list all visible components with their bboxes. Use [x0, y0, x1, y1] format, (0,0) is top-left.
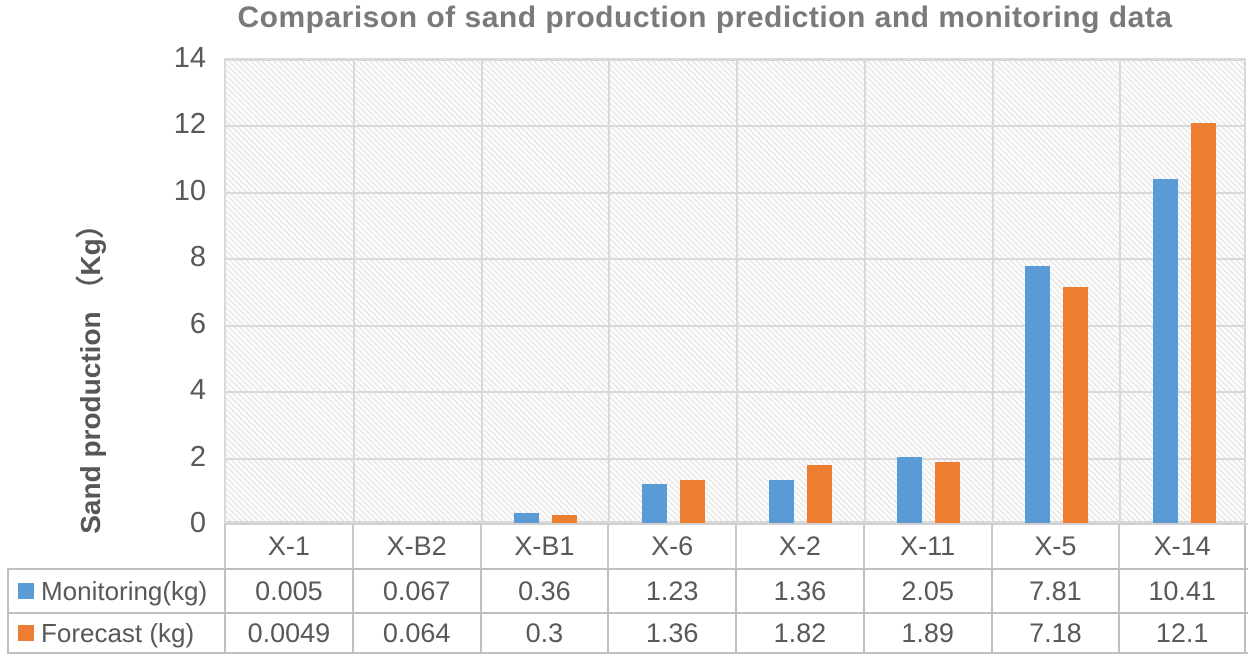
forecast-bar: [1062, 286, 1088, 525]
value-cell: 0.067: [351, 570, 480, 612]
category-row: X-1 X-B2 X-B1 X-6 X-2 X-11 X-5 X-14: [224, 523, 1248, 568]
value-cell: 0.3: [479, 614, 608, 652]
value-cell: 12.1: [1118, 614, 1246, 652]
forecast-legend-swatch-icon: [18, 625, 34, 641]
y-axis-tick-label: 2: [189, 440, 206, 473]
gridline-horizontal: [226, 457, 1244, 460]
gridline-horizontal: [226, 258, 1244, 261]
value-cell: 1.82: [735, 614, 863, 652]
category-cell: X-B2: [351, 525, 480, 568]
y-axis-tick-label: 6: [189, 307, 206, 340]
y-axis-tick-label: 14: [173, 42, 206, 74]
monitoring-bar: [513, 513, 539, 525]
value-cell: 1.89: [862, 614, 991, 652]
value-cell: 2.05: [862, 570, 991, 612]
gridline-vertical: [352, 60, 355, 521]
gridline-vertical: [736, 60, 738, 521]
category-cell: X-5: [990, 525, 1119, 568]
gridline-vertical: [1119, 60, 1122, 521]
chart-title: Comparison of sand production prediction…: [237, 1, 1173, 34]
value-cell: 1.36: [735, 570, 863, 612]
gridline-vertical: [863, 60, 866, 521]
y-axis-tick-label: 12: [173, 108, 206, 141]
y-axis-tick-label: 10: [173, 174, 206, 207]
monitoring-bar: [897, 456, 923, 525]
series-name: Forecast (kg): [41, 617, 195, 648]
category-cell: X-11: [862, 525, 991, 568]
value-cell: 1.23: [607, 570, 735, 612]
gridline-horizontal: [226, 191, 1244, 194]
forecast-legend-cell: Forecast (kg): [7, 614, 224, 652]
value-cell: 1.36: [607, 614, 735, 652]
gridline-horizontal: [226, 59, 1244, 61]
gridline-vertical: [991, 60, 994, 521]
y-axis-tick-label: 4: [189, 374, 206, 407]
monitoring-legend-swatch-icon: [18, 583, 34, 599]
value-cell: 0.36: [479, 570, 608, 612]
category-cell: X-2: [735, 525, 863, 568]
y-axis-tick-label: 0: [189, 507, 206, 539]
forecast-row: Forecast (kg) 0.0049 0.064 0.3 1.36 1.82 1.89 7…: [7, 612, 1248, 654]
forecast-bar: [1190, 123, 1216, 525]
forecast-bar: [551, 515, 577, 525]
gridline-horizontal: [226, 125, 1244, 128]
gridline-vertical: [608, 60, 611, 521]
value-cell: 0.0049: [224, 614, 352, 652]
gridline-horizontal: [226, 391, 1244, 394]
forecast-bar: [679, 479, 705, 525]
forecast-bar: [935, 462, 961, 525]
category-cell: X-1: [224, 525, 352, 568]
plot-area: [224, 58, 1246, 526]
monitoring-bar: [1024, 265, 1050, 525]
category-cell: X-6: [607, 525, 735, 568]
gridline-horizontal: [226, 324, 1244, 327]
monitoring-legend-cell: Monitoring(kg): [7, 570, 224, 612]
value-cell: 0.064: [351, 614, 480, 652]
y-axis-title: Sand production （Kg）: [75, 210, 106, 534]
series-name: Monitoring(kg): [41, 575, 208, 606]
y-axis-tick-label: 8: [189, 241, 206, 274]
monitoring-bar: [641, 484, 667, 525]
monitoring-row: Monitoring(kg) 0.005 0.067 0.36 1.23 1.36 2.05…: [7, 568, 1248, 612]
gridline-vertical: [480, 60, 483, 521]
monitoring-bar: [1152, 179, 1178, 525]
value-cell: 0.005: [224, 570, 352, 612]
value-cell: 7.18: [990, 614, 1119, 652]
category-cell: X-14: [1118, 525, 1246, 568]
monitoring-bar: [769, 479, 795, 525]
value-cell: 10.41: [1118, 570, 1246, 612]
category-cell: X-B1: [479, 525, 608, 568]
forecast-bar: [807, 464, 833, 525]
value-cell: 7.81: [990, 570, 1119, 612]
